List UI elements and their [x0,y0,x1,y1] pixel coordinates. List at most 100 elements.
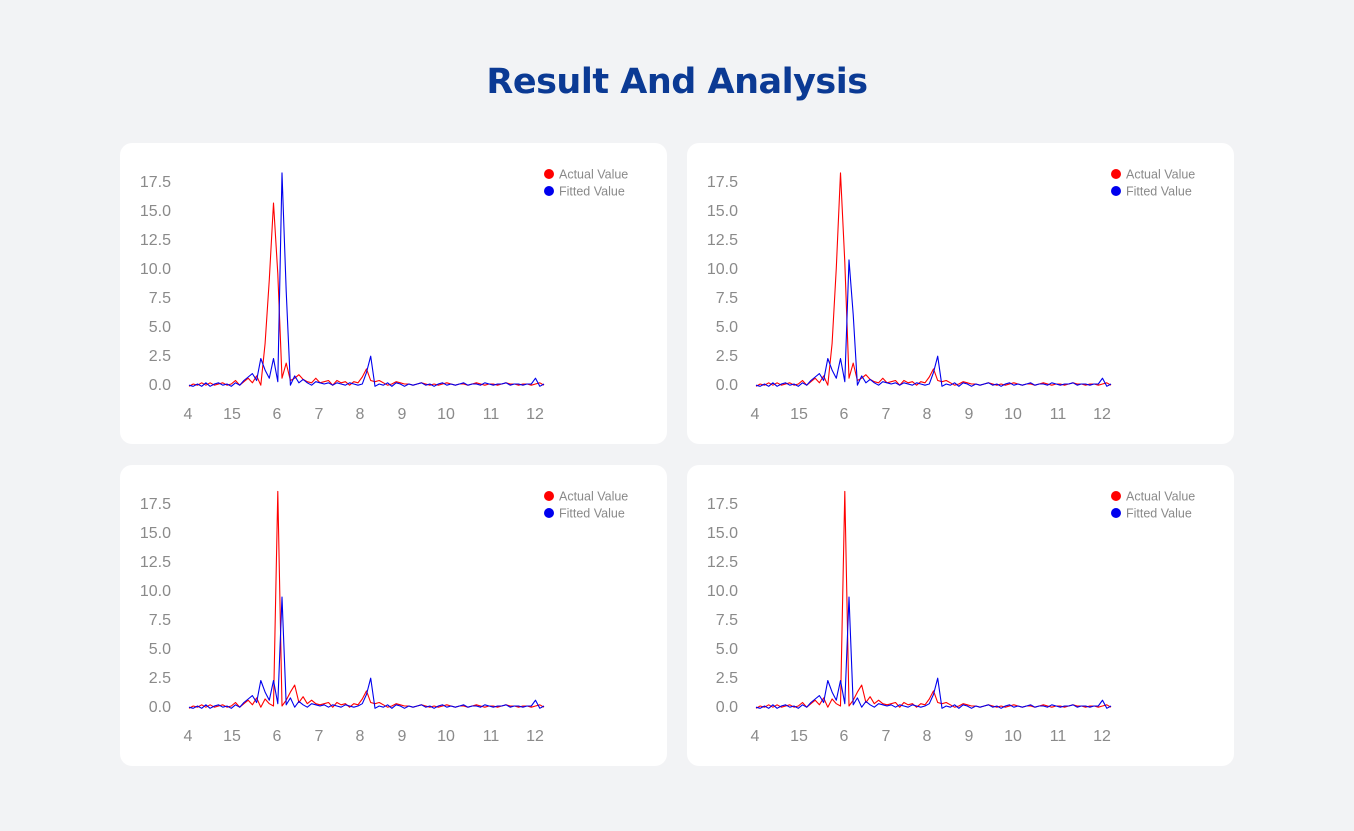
x-tick-label: 11 [483,406,500,423]
y-tick-label: 5.0 [149,641,171,658]
x-tick-label: 8 [356,406,365,423]
legend-label: Fitted Value [559,507,625,521]
y-tick-label: 17.5 [707,174,738,191]
legend-label: Actual Value [1126,168,1195,182]
y-tick-label: 2.5 [716,670,738,687]
series-line-actual [755,172,1112,387]
y-tick-label: 15.0 [140,203,171,220]
x-tick-label: 7 [882,728,891,745]
y-tick-label: 15.0 [140,525,171,542]
chart-card-2: 0.0 2.5 5.0 7.5 10.0 12.5 15.0 17.5 4 15 6 7 8 9 10 11 1… [687,143,1234,444]
x-tick-label: 6 [273,728,282,745]
y-tick-label: 2.5 [716,348,738,365]
series-line-actual [755,490,1112,709]
x-tick-label: 9 [965,728,974,745]
y-tick-label: 7.5 [716,612,738,629]
y-tick-label: 0.0 [149,699,171,716]
x-tick-label: 7 [315,406,324,423]
x-tick-label: 15 [223,406,241,423]
x-tick-label: 8 [356,728,365,745]
x-tick-label: 4 [184,406,193,423]
legend-marker [1111,186,1121,196]
series-line-actual [188,202,545,387]
x-tick-label: 9 [398,728,407,745]
legend-label: Fitted Value [1126,507,1192,521]
chart-card-1: 0.0 2.5 5.0 7.5 10.0 12.5 15.0 17.5 4 15 6 7 8 9 10 11 1… [120,143,667,444]
y-tick-label: 15.0 [707,525,738,542]
y-tick-label: 12.5 [707,554,738,571]
chart-2: 0.0 2.5 5.0 7.5 10.0 12.5 15.0 17.5 4 15 6 7 8 9 10 11 1… [707,168,1195,424]
chart-1: 0.0 2.5 5.0 7.5 10.0 12.5 15.0 17.5 4 15 6 7 8 9 10 11 1… [140,168,628,424]
y-tick-label: 12.5 [707,232,738,249]
y-tick-label: 10.0 [140,583,171,600]
y-tick-label: 15.0 [707,203,738,220]
page-title: Result And Analysis [486,62,868,102]
legend-marker [544,186,554,196]
x-tick-label: 7 [882,406,891,423]
chart-3: 0.0 2.5 5.0 7.5 10.0 12.5 15.0 17.5 4 15 6 7 8 9 10 11 1… [140,490,628,746]
y-tick-label: 5.0 [149,319,171,336]
y-tick-label: 7.5 [149,290,171,307]
series-line-fitted [188,596,545,709]
y-tick-label: 7.5 [716,290,738,307]
legend-marker [544,491,554,501]
x-tick-label: 7 [315,728,324,745]
series-line-fitted [755,596,1112,709]
legend-label: Actual Value [1126,490,1195,504]
x-tick-label: 11 [483,728,500,745]
x-tick-label: 4 [184,728,193,745]
x-tick-label: 10 [437,728,455,745]
y-tick-label: 0.0 [716,699,738,716]
y-tick-label: 17.5 [140,496,171,513]
legend-label: Actual Value [559,490,628,504]
x-tick-label: 10 [437,406,455,423]
x-tick-label: 6 [840,728,849,745]
x-tick-label: 9 [965,406,974,423]
x-tick-label: 11 [1050,406,1067,423]
x-tick-label: 9 [398,406,407,423]
legend-marker [544,169,554,179]
legend-marker [1111,169,1121,179]
legend-label: Fitted Value [1126,185,1192,199]
legend-marker [544,508,554,518]
y-tick-label: 7.5 [149,612,171,629]
series-line-fitted [755,259,1112,387]
x-tick-label: 6 [273,406,282,423]
chart-card-3: 0.0 2.5 5.0 7.5 10.0 12.5 15.0 17.5 4 15 6 7 8 9 10 11 1… [120,465,667,766]
x-tick-label: 12 [1093,406,1111,423]
y-tick-label: 12.5 [140,554,171,571]
x-tick-label: 8 [923,406,932,423]
x-tick-label: 8 [923,728,932,745]
chart-card-4: 0.0 2.5 5.0 7.5 10.0 12.5 15.0 17.5 4 15 6 7 8 9 10 11 1… [687,465,1234,766]
x-tick-label: 10 [1004,406,1022,423]
x-tick-label: 12 [526,406,544,423]
y-tick-label: 12.5 [140,232,171,249]
x-tick-label: 6 [840,406,849,423]
y-tick-label: 2.5 [149,670,171,687]
x-tick-label: 4 [751,406,760,423]
series-line-actual [188,490,545,709]
y-tick-label: 0.0 [149,377,171,394]
legend-label: Actual Value [559,168,628,182]
y-tick-label: 17.5 [140,174,171,191]
y-tick-label: 10.0 [707,261,738,278]
y-tick-label: 5.0 [716,319,738,336]
x-tick-label: 15 [223,728,241,745]
y-tick-label: 2.5 [149,348,171,365]
chart-4: 0.0 2.5 5.0 7.5 10.0 12.5 15.0 17.5 4 15 6 7 8 9 10 11 1… [707,490,1195,746]
y-tick-label: 0.0 [716,377,738,394]
x-tick-label: 12 [526,728,544,745]
x-tick-label: 4 [751,728,760,745]
y-tick-label: 10.0 [707,583,738,600]
x-tick-label: 15 [790,728,808,745]
x-tick-label: 15 [790,406,808,423]
y-tick-label: 17.5 [707,496,738,513]
legend-label: Fitted Value [559,185,625,199]
x-tick-label: 10 [1004,728,1022,745]
legend-marker [1111,508,1121,518]
legend-marker [1111,491,1121,501]
y-tick-label: 10.0 [140,261,171,278]
x-tick-label: 12 [1093,728,1111,745]
series-line-fitted [188,172,545,387]
y-tick-label: 5.0 [716,641,738,658]
